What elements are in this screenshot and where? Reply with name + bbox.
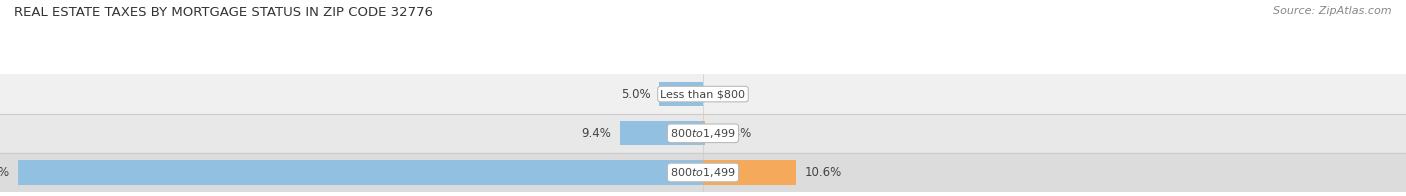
Bar <box>659 82 703 106</box>
Text: Source: ZipAtlas.com: Source: ZipAtlas.com <box>1274 6 1392 16</box>
Text: REAL ESTATE TAXES BY MORTGAGE STATUS IN ZIP CODE 32776: REAL ESTATE TAXES BY MORTGAGE STATUS IN … <box>14 6 433 19</box>
Bar <box>620 121 703 145</box>
Text: 5.0%: 5.0% <box>620 88 650 101</box>
Bar <box>0 153 1406 192</box>
Bar <box>18 160 703 185</box>
Bar <box>0 114 1406 153</box>
Text: Less than $800: Less than $800 <box>661 89 745 99</box>
Text: $800 to $1,499: $800 to $1,499 <box>671 127 735 140</box>
Bar <box>0 74 1406 114</box>
Bar <box>703 121 706 145</box>
Text: 0.24%: 0.24% <box>714 127 751 140</box>
Text: 0.0%: 0.0% <box>711 88 741 101</box>
Bar <box>703 160 796 185</box>
Text: 9.4%: 9.4% <box>582 127 612 140</box>
Text: $800 to $1,499: $800 to $1,499 <box>671 166 735 179</box>
Text: 78.0%: 78.0% <box>0 166 8 179</box>
Text: 10.6%: 10.6% <box>804 166 842 179</box>
